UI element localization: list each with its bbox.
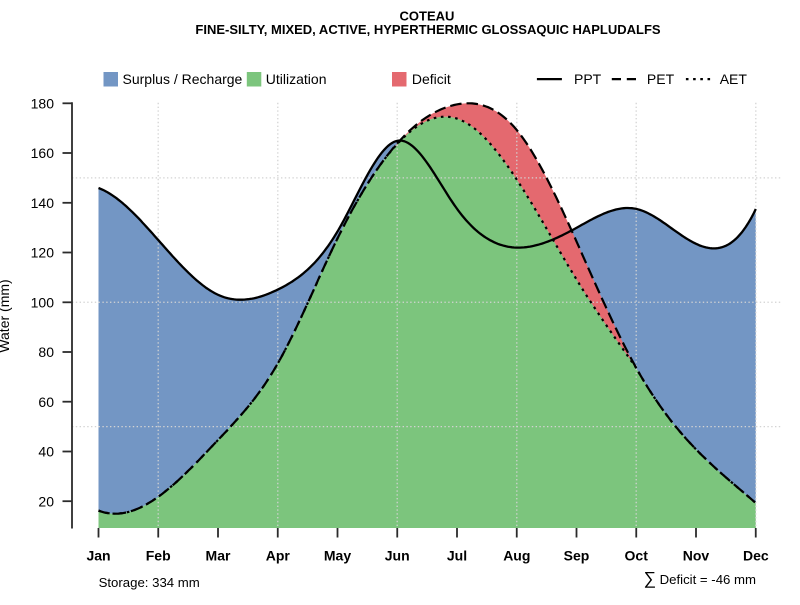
svg-text:20: 20 [38, 493, 54, 509]
svg-text:60: 60 [38, 394, 54, 410]
svg-text:COTEAU: COTEAU [400, 8, 455, 23]
svg-text:May: May [324, 548, 351, 564]
svg-text:Mar: Mar [206, 548, 231, 564]
svg-text:∑ Deficit = -46 mm: ∑ Deficit = -46 mm [643, 568, 756, 588]
svg-text:FINE-SILTY, MIXED, ACTIVE, HYP: FINE-SILTY, MIXED, ACTIVE, HYPERTHERMIC … [195, 22, 660, 37]
svg-text:Aug: Aug [503, 548, 530, 564]
svg-text:160: 160 [31, 145, 55, 161]
svg-text:Feb: Feb [146, 548, 171, 564]
svg-text:PET: PET [647, 71, 675, 87]
svg-text:Surplus / Recharge: Surplus / Recharge [123, 71, 243, 87]
svg-text:AET: AET [720, 71, 748, 87]
svg-text:Jun: Jun [385, 548, 410, 564]
svg-text:Dec: Dec [743, 548, 769, 564]
svg-text:180: 180 [31, 95, 55, 111]
svg-text:Oct: Oct [625, 548, 649, 564]
svg-text:Sep: Sep [564, 548, 590, 564]
svg-text:Jan: Jan [86, 548, 110, 564]
svg-text:Jul: Jul [447, 548, 467, 564]
svg-text:Utilization: Utilization [266, 71, 327, 87]
svg-text:80: 80 [38, 344, 54, 360]
svg-text:Water (mm): Water (mm) [0, 279, 12, 352]
svg-text:140: 140 [31, 195, 55, 211]
svg-text:Nov: Nov [683, 548, 710, 564]
svg-text:40: 40 [38, 444, 54, 460]
svg-text:Storage: 334 mm: Storage: 334 mm [99, 575, 200, 590]
svg-text:120: 120 [31, 245, 55, 261]
svg-text:Apr: Apr [266, 548, 291, 564]
svg-text:PPT: PPT [574, 71, 602, 87]
svg-text:100: 100 [31, 294, 55, 310]
svg-text:Deficit: Deficit [412, 71, 451, 87]
